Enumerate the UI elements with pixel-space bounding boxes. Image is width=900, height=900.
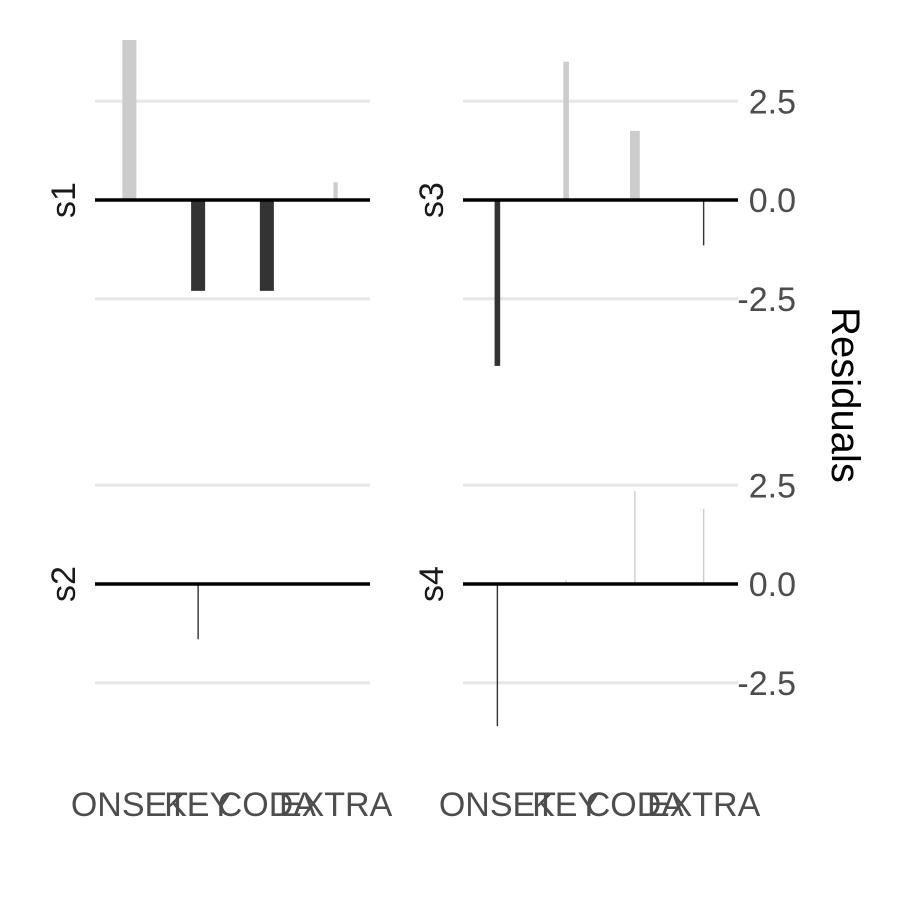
- y-tick-label: -2.5: [737, 665, 796, 703]
- x-tick-label: EXTRA: [279, 786, 393, 824]
- bar-onset: [494, 200, 501, 366]
- bar-extra: [702, 200, 705, 246]
- bar-extra: [333, 182, 338, 200]
- x-tick-label: ONSET: [71, 786, 188, 824]
- strip-label: s4: [413, 566, 451, 602]
- y-tick-label: 2.5: [749, 83, 796, 121]
- strip-label: s3: [413, 182, 451, 218]
- panel-s1: s1: [45, 40, 370, 301]
- x-tick-label: CODA: [218, 786, 317, 824]
- bar-key: [191, 200, 206, 291]
- x-tick-label: KEY: [164, 786, 232, 824]
- bar-coda: [629, 130, 640, 200]
- bar-key: [197, 584, 199, 640]
- x-tick-label: CODA: [586, 786, 685, 824]
- y-tick-label: 2.5: [749, 467, 796, 505]
- bar-key: [565, 580, 567, 584]
- y-tick-label: 0.0: [749, 566, 796, 604]
- x-tick-label: KEY: [532, 786, 600, 824]
- strip-label: s1: [45, 182, 83, 218]
- bar-coda: [259, 200, 274, 291]
- bar-coda: [634, 491, 636, 584]
- x-tick-label: ONSET: [439, 786, 556, 824]
- panel-s3: s3: [413, 61, 738, 366]
- y-axis-ticks: 2.5 0.0 -2.5 2.5 0.0 -2.5: [737, 83, 796, 703]
- bar-extra: [702, 508, 705, 584]
- bar-onset: [122, 40, 137, 201]
- y-tick-label: 0.0: [749, 182, 796, 220]
- y-axis-title: Residuals: [823, 307, 867, 483]
- bar-onset: [496, 584, 499, 727]
- strip-label: s2: [45, 566, 83, 602]
- bar-key: [563, 61, 569, 200]
- panels-layer: s1s2ONSETKEYCODAEXTRAs3s4ONSETKEYCODAEXT…: [45, 40, 761, 824]
- y-tick-label: -2.5: [737, 281, 796, 319]
- x-tick-label: EXTRA: [647, 786, 761, 824]
